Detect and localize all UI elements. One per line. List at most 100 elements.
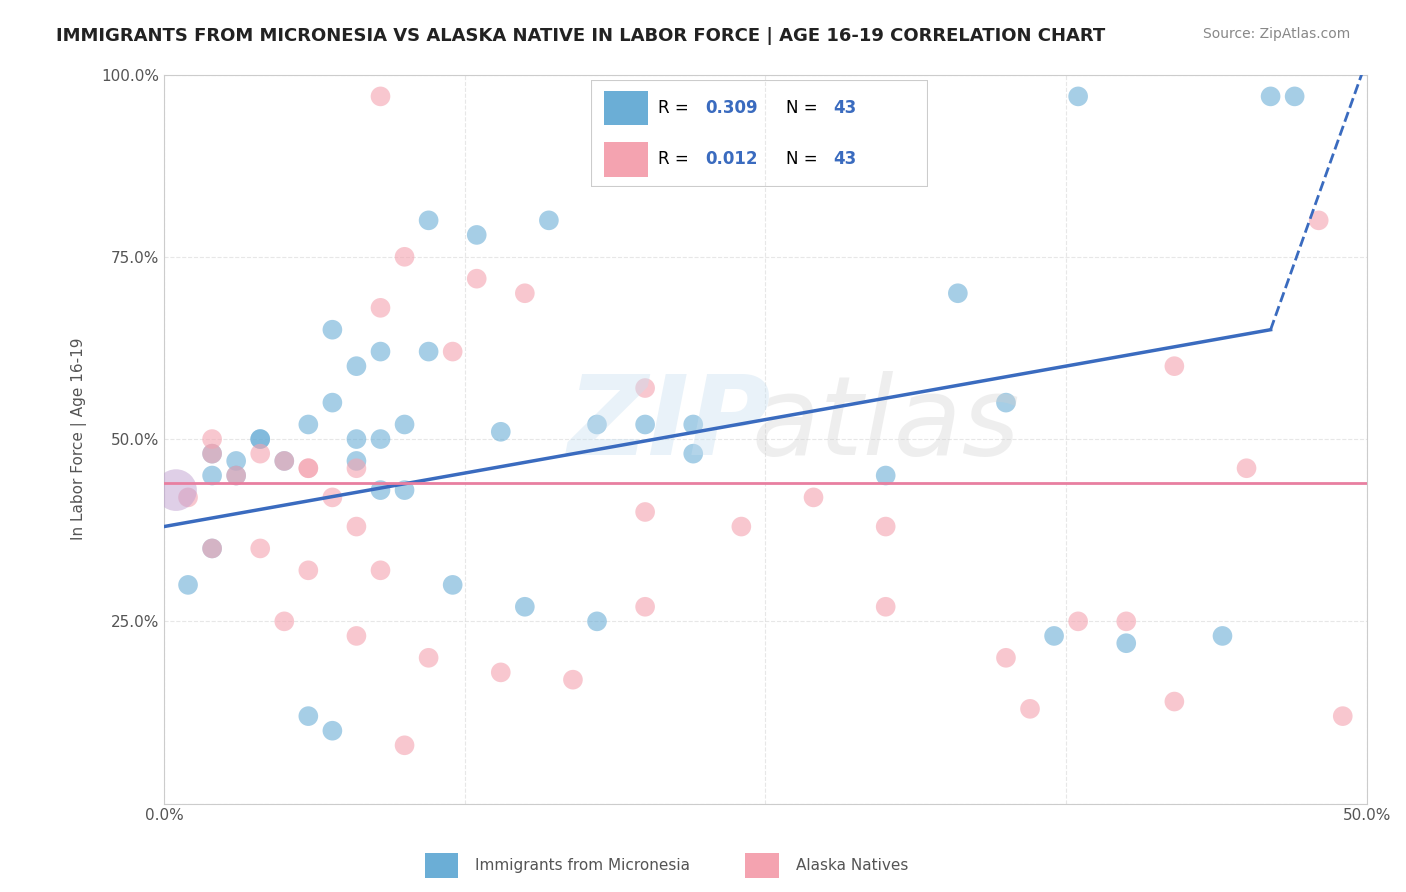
Text: N =: N = xyxy=(786,151,823,169)
Point xyxy=(297,461,319,475)
Point xyxy=(1331,709,1354,723)
Point xyxy=(586,615,609,629)
Point xyxy=(1067,615,1090,629)
Point xyxy=(370,89,392,103)
Point xyxy=(370,344,392,359)
Text: N =: N = xyxy=(786,99,823,117)
Point xyxy=(225,468,247,483)
Point xyxy=(513,599,536,614)
Text: ZIP: ZIP xyxy=(568,371,770,478)
Point xyxy=(346,461,368,475)
Point xyxy=(682,447,704,461)
Text: Immigrants from Micronesia: Immigrants from Micronesia xyxy=(475,858,690,872)
Point xyxy=(273,615,295,629)
Point xyxy=(177,491,200,505)
Point xyxy=(321,323,343,337)
Point xyxy=(201,468,224,483)
Point xyxy=(394,417,416,432)
Point xyxy=(346,519,368,533)
Y-axis label: In Labor Force | Age 16-19: In Labor Force | Age 16-19 xyxy=(72,338,87,541)
Text: 43: 43 xyxy=(834,151,856,169)
Point xyxy=(418,650,440,665)
Point xyxy=(465,227,488,242)
Point xyxy=(394,250,416,264)
Point xyxy=(1308,213,1330,227)
Bar xyxy=(745,853,779,878)
Point xyxy=(177,578,200,592)
Point xyxy=(273,454,295,468)
Point xyxy=(513,286,536,301)
Point xyxy=(297,461,319,475)
Point xyxy=(418,213,440,227)
Point xyxy=(994,395,1017,409)
Text: Source: ZipAtlas.com: Source: ZipAtlas.com xyxy=(1202,27,1350,41)
Point xyxy=(273,454,295,468)
Point xyxy=(321,723,343,738)
Point xyxy=(346,629,368,643)
Point xyxy=(370,432,392,446)
Point xyxy=(875,468,897,483)
Point xyxy=(489,665,512,680)
Text: R =: R = xyxy=(658,151,695,169)
Point xyxy=(321,395,343,409)
Text: 0.012: 0.012 xyxy=(706,151,758,169)
Point xyxy=(346,432,368,446)
Point xyxy=(249,541,271,556)
Point xyxy=(682,417,704,432)
Point xyxy=(1163,694,1185,708)
Point xyxy=(418,344,440,359)
Point xyxy=(249,432,271,446)
Point xyxy=(1260,89,1282,103)
Point xyxy=(346,454,368,468)
Point xyxy=(875,519,897,533)
Text: 43: 43 xyxy=(834,99,856,117)
Point xyxy=(994,650,1017,665)
Point xyxy=(201,447,224,461)
Text: atlas: atlas xyxy=(751,371,1019,478)
Point xyxy=(297,563,319,577)
Point xyxy=(1115,615,1137,629)
Point xyxy=(489,425,512,439)
Point xyxy=(1211,629,1233,643)
Point xyxy=(225,454,247,468)
Point xyxy=(201,541,224,556)
Point xyxy=(586,417,609,432)
Point xyxy=(946,286,969,301)
Point xyxy=(634,505,657,519)
Text: Alaska Natives: Alaska Natives xyxy=(796,858,908,872)
Point xyxy=(1043,629,1066,643)
Point xyxy=(249,432,271,446)
Text: R =: R = xyxy=(658,99,695,117)
Point xyxy=(562,673,585,687)
Point xyxy=(634,381,657,395)
Point xyxy=(225,468,247,483)
Point xyxy=(249,447,271,461)
Point xyxy=(165,483,187,497)
Point xyxy=(537,213,560,227)
Bar xyxy=(425,853,458,878)
Point xyxy=(297,417,319,432)
Point xyxy=(803,491,825,505)
Point xyxy=(394,739,416,753)
Point xyxy=(730,519,752,533)
Point xyxy=(321,491,343,505)
Text: IMMIGRANTS FROM MICRONESIA VS ALASKA NATIVE IN LABOR FORCE | AGE 16-19 CORRELATI: IMMIGRANTS FROM MICRONESIA VS ALASKA NAT… xyxy=(56,27,1105,45)
Point xyxy=(1019,702,1042,716)
Point xyxy=(465,271,488,285)
Point xyxy=(875,599,897,614)
Point xyxy=(370,301,392,315)
Point xyxy=(394,483,416,497)
Point xyxy=(201,541,224,556)
Point xyxy=(346,359,368,373)
Point xyxy=(1067,89,1090,103)
Point xyxy=(370,483,392,497)
Text: 0.309: 0.309 xyxy=(706,99,758,117)
Point xyxy=(441,344,464,359)
Point xyxy=(634,417,657,432)
Point xyxy=(1115,636,1137,650)
Point xyxy=(297,709,319,723)
Bar xyxy=(605,143,648,177)
Point xyxy=(634,599,657,614)
Bar xyxy=(605,91,648,125)
Point xyxy=(1163,359,1185,373)
